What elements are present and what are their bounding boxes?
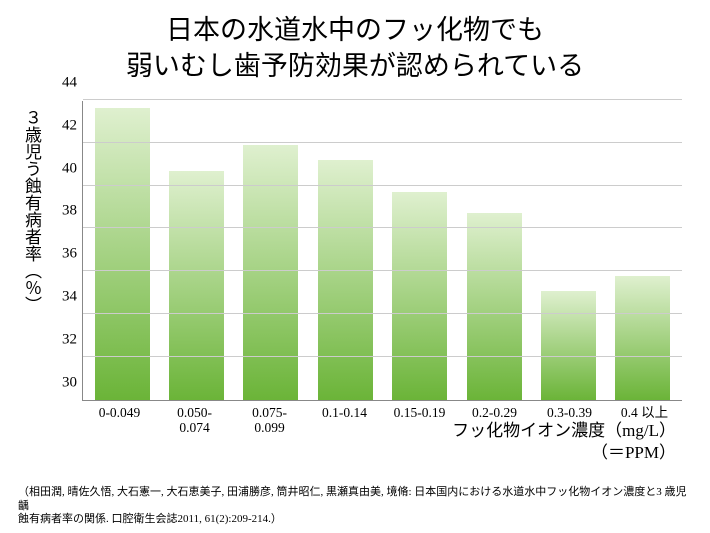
x-tick-label: 0.1-0.14: [307, 405, 382, 436]
grid-line: [83, 142, 682, 143]
x-axis-title: フッ化物イオン濃度（mg/L） （＝PPM）: [452, 420, 676, 463]
y-tick-label: 34: [62, 289, 83, 306]
title-line-2: 弱いむし歯予防効果が認められている: [0, 48, 710, 84]
bar: [615, 276, 670, 400]
x-tick-label: 0.050- 0.074: [157, 405, 232, 436]
citation: （相田潤, 晴佐久悟, 大石憲一, 大石恵美子, 田浦勝彦, 筒井昭仁, 黒瀬真…: [18, 486, 692, 527]
y-tick-label: 36: [62, 246, 83, 263]
y-tick-label: 32: [62, 332, 83, 349]
grid-line: [83, 313, 682, 314]
slide-title: 日本の水道水中のフッ化物でも 弱いむし歯予防効果が認められている: [0, 0, 710, 85]
x-axis-title-line-2: （＝PPM）: [452, 442, 676, 463]
grid-line: [83, 270, 682, 271]
y-tick-label: 44: [62, 74, 83, 91]
grid-line: [83, 185, 682, 186]
x-axis-title-line-1: フッ化物イオン濃度（mg/L）: [452, 420, 676, 441]
y-axis-label: ３歳児う蝕有病者率（％）: [20, 109, 44, 313]
bar: [243, 145, 298, 400]
y-tick-label: 30: [62, 374, 83, 391]
bar: [318, 160, 373, 400]
bar: [169, 171, 224, 400]
bar-chart: ３歳児う蝕有病者率（％） 3032343638404244 0-0.0490.0…: [20, 91, 690, 471]
x-tick-label: 0.075- 0.099: [232, 405, 307, 436]
grid-line: [83, 99, 682, 100]
bar: [541, 291, 596, 400]
bar: [467, 213, 522, 399]
x-tick-label: 0-0.049: [82, 405, 157, 436]
bar: [392, 192, 447, 400]
grid-line: [83, 227, 682, 228]
plot-area: 3032343638404244: [82, 101, 682, 401]
grid-line: [83, 356, 682, 357]
y-tick-label: 40: [62, 160, 83, 177]
y-tick-label: 42: [62, 117, 83, 134]
y-tick-label: 38: [62, 203, 83, 220]
slide: 日本の水道水中のフッ化物でも 弱いむし歯予防効果が認められている ３歳児う蝕有病…: [0, 0, 710, 533]
title-line-1: 日本の水道水中のフッ化物でも: [0, 12, 710, 48]
bars-container: [83, 101, 682, 400]
x-tick-label: 0.15-0.19: [382, 405, 457, 436]
